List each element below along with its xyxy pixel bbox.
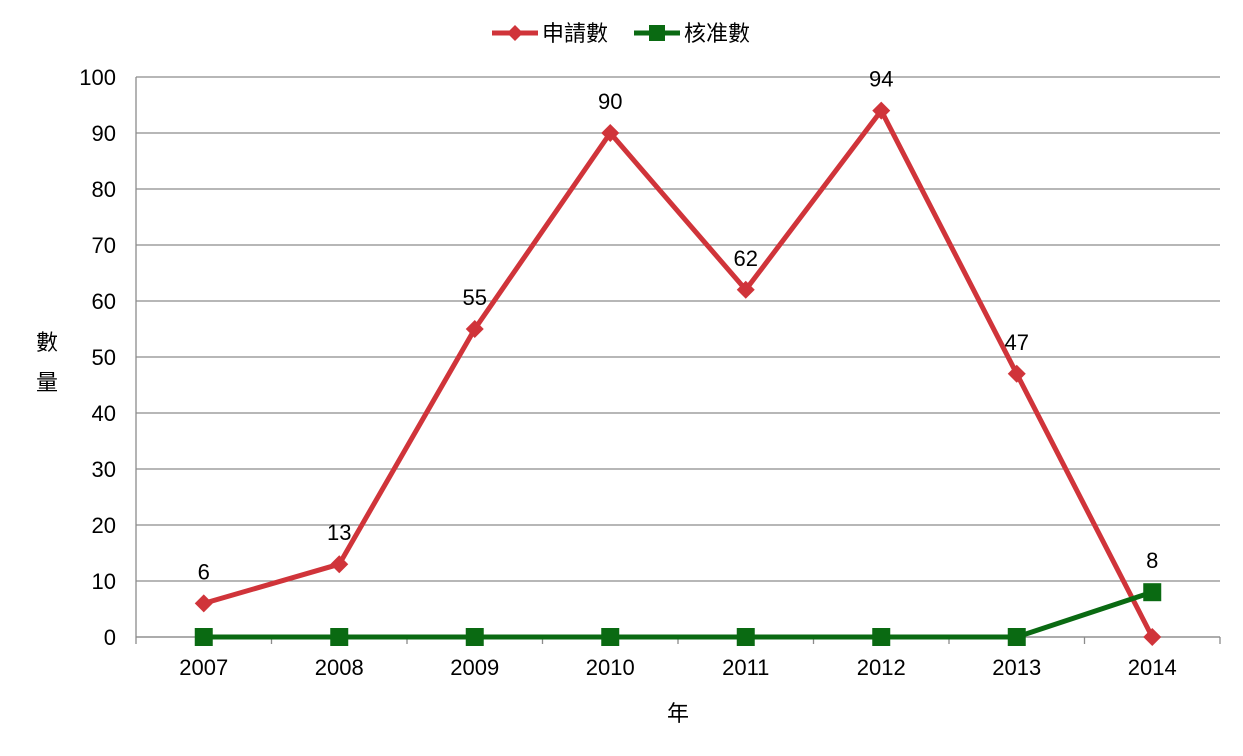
gridlines	[136, 76, 1220, 638]
y-tick-label: 90	[92, 121, 116, 146]
y-tick-label: 10	[92, 569, 116, 594]
axes	[135, 77, 1221, 644]
x-tick-label: 2011	[722, 655, 769, 680]
data-labels: 6 13 55 90 62 94 47 8	[198, 67, 1159, 585]
series-1-point	[1143, 628, 1162, 646]
x-axis-title: 年	[667, 702, 689, 727]
y-tick-label: 50	[92, 345, 116, 370]
series-line-1	[203, 108, 1155, 639]
data-label: 90	[598, 89, 622, 114]
x-tick-label: 2007	[179, 655, 228, 680]
series-2-point	[736, 628, 755, 646]
y-tick-labels: 0 10 20 30 40 50 60 70 80 90 100	[79, 65, 116, 650]
x-tick-label: 2010	[586, 655, 635, 680]
series-2-point	[194, 628, 213, 646]
y-tick-label: 100	[79, 65, 116, 90]
y-tick-label: 30	[92, 457, 116, 482]
legend-label: 申請數	[542, 22, 608, 47]
x-tick-label: 2013	[992, 655, 1041, 680]
x-tick-label: 2012	[857, 655, 906, 680]
x-tick-labels: 2007 2008 2009 2010 2011 2012 2013 2014	[179, 655, 1176, 680]
series-1-point	[872, 101, 891, 120]
series-2-point	[872, 628, 891, 646]
legend-marker	[507, 25, 523, 41]
series-1-point	[1007, 364, 1026, 383]
x-tick-label: 2009	[450, 655, 499, 680]
data-label: 8	[1146, 548, 1158, 573]
y-tick-label: 40	[92, 401, 116, 426]
series-line-2	[203, 589, 1154, 640]
series-2-point	[1007, 628, 1026, 646]
y-tick-label: 60	[92, 289, 116, 314]
series-1-point	[736, 280, 755, 299]
series-1-point	[601, 124, 620, 142]
y-axis-title: 數量	[36, 331, 58, 396]
series-1-point	[465, 320, 484, 338]
data-label: 55	[463, 285, 487, 310]
legend-marker	[649, 25, 665, 41]
y-tick-label: 70	[92, 233, 116, 258]
series-2-point	[601, 628, 620, 646]
data-label: 94	[869, 67, 893, 92]
legend-label: 核准數	[684, 22, 750, 47]
legend: 申請數 核准數	[492, 22, 750, 47]
data-label: 62	[734, 246, 758, 271]
series-2-point	[330, 628, 349, 646]
y-tick-label: 20	[92, 513, 116, 538]
series-group	[194, 101, 1162, 646]
series-2-point	[1143, 583, 1162, 602]
x-tick-label: 2014	[1128, 655, 1177, 680]
data-label: 6	[198, 559, 210, 584]
series-2-point	[465, 628, 484, 646]
series-1-point	[194, 594, 213, 613]
x-tick-label: 2008	[315, 655, 364, 680]
series-1-point	[330, 555, 349, 574]
data-label: 47	[1005, 330, 1029, 355]
y-tick-label: 80	[92, 177, 116, 202]
data-label: 13	[327, 520, 351, 545]
y-tick-label: 0	[104, 625, 116, 650]
